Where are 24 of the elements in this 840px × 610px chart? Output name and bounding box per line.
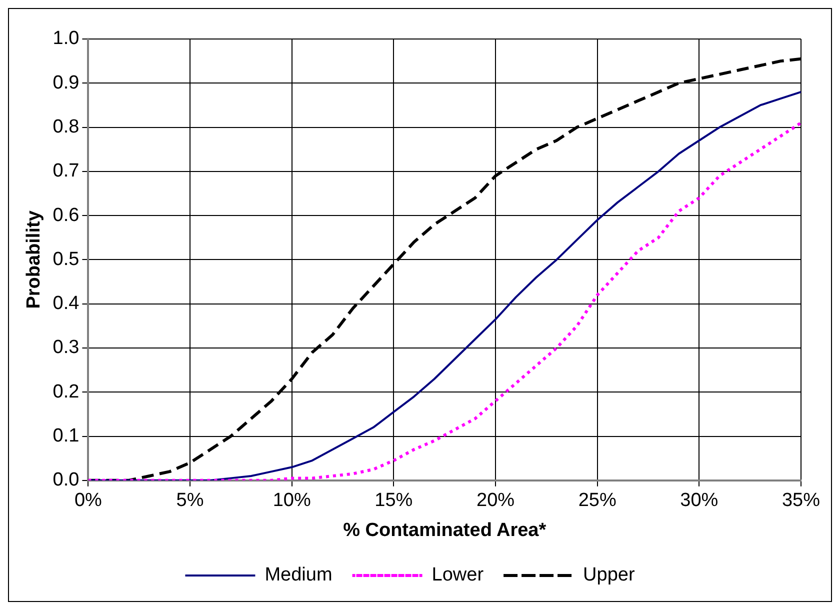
x-tick-label: 15% <box>374 490 413 512</box>
x-tick-label: 35% <box>782 490 820 512</box>
y-tick-label: 1.0 <box>52 28 80 50</box>
x-tick-label: 25% <box>578 490 616 512</box>
x-tick-label: 5% <box>176 490 204 512</box>
y-tick-label: 0.5 <box>52 248 80 270</box>
x-tick-label: 0% <box>74 490 102 512</box>
y-tick-label: 0.8 <box>52 116 80 138</box>
y-tick-label: 0.2 <box>52 381 80 402</box>
y-tick-label: 0.7 <box>52 160 80 182</box>
legend-label: Upper <box>583 564 636 586</box>
legend-label: Medium <box>264 564 332 586</box>
legend-label: Lower <box>432 564 484 586</box>
x-axis-title: % Contaminated Area* <box>343 520 547 541</box>
x-tick-label: 30% <box>680 490 718 512</box>
y-tick-label: 0.3 <box>52 337 80 358</box>
x-tick-label: 20% <box>476 490 515 512</box>
y-tick-label: 0.1 <box>52 425 80 446</box>
y-tick-label: 0.4 <box>52 293 80 314</box>
y-tick-label: 0.9 <box>52 72 80 94</box>
x-tick-label: 10% <box>272 490 311 512</box>
y-axis-title: Probability <box>24 210 45 309</box>
y-tick-label: 0.0 <box>52 470 80 491</box>
y-tick-label: 0.6 <box>52 204 80 226</box>
